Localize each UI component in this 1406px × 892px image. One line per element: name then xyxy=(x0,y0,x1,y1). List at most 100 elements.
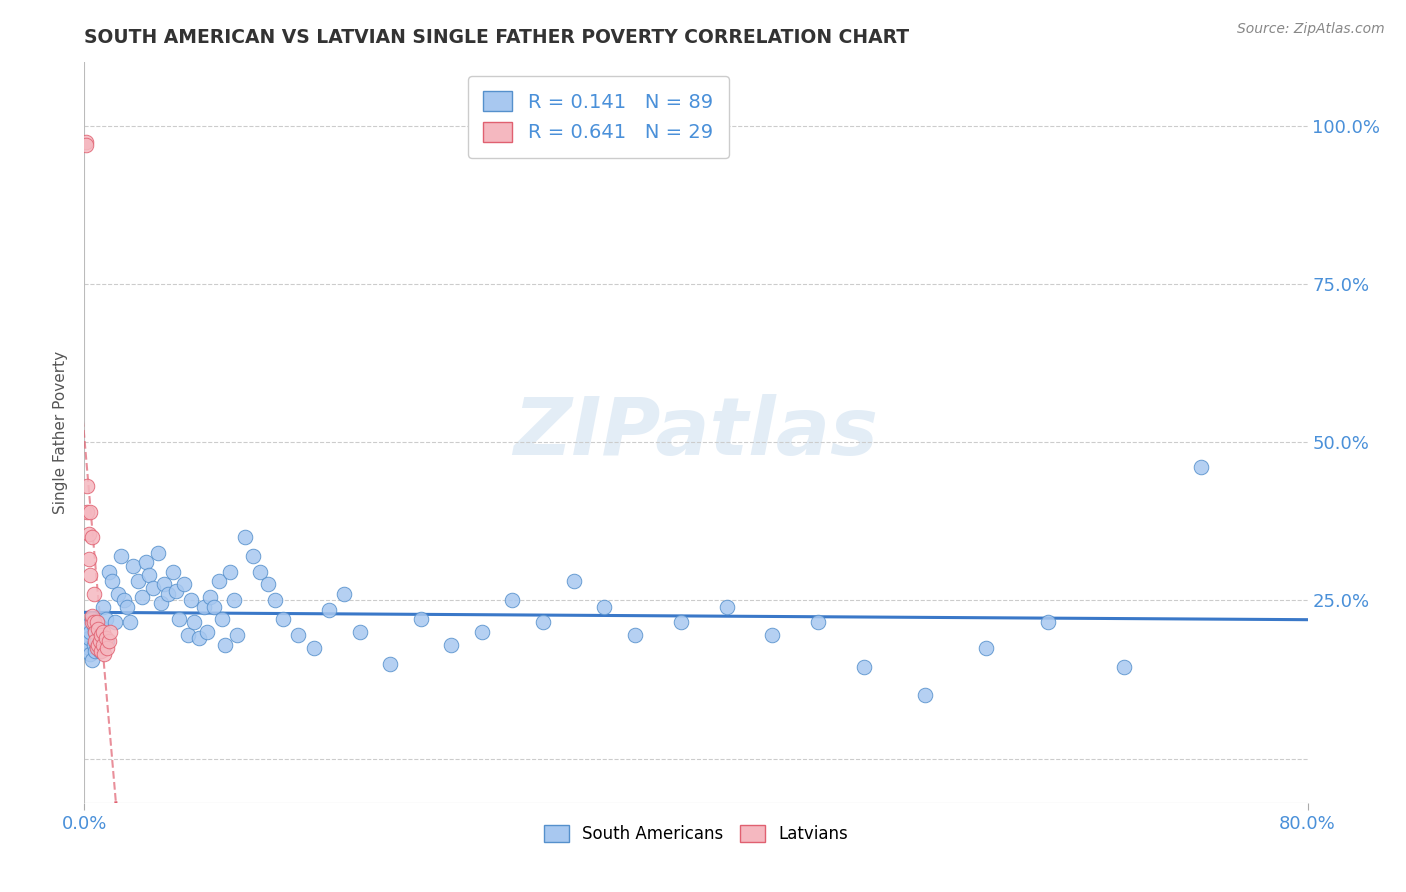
Point xyxy=(271,612,294,626)
Y-axis label: Single Father Poverty: Single Father Poverty xyxy=(53,351,69,514)
Point xyxy=(593,599,616,614)
Point xyxy=(97,634,120,648)
Point xyxy=(135,555,157,569)
Point xyxy=(104,615,127,630)
Point xyxy=(96,634,118,648)
Point xyxy=(562,574,585,589)
Point xyxy=(80,615,103,630)
Point xyxy=(146,546,169,560)
Point xyxy=(79,568,101,582)
Point xyxy=(83,587,105,601)
Point xyxy=(287,628,309,642)
Point xyxy=(120,615,142,630)
Point xyxy=(107,587,129,601)
Point xyxy=(79,505,101,519)
Point xyxy=(807,615,830,630)
Point xyxy=(188,632,211,646)
Point xyxy=(90,628,112,642)
Point xyxy=(75,137,97,152)
Text: Source: ZipAtlas.com: Source: ZipAtlas.com xyxy=(1237,22,1385,37)
Point xyxy=(669,615,692,630)
Point xyxy=(180,593,202,607)
Point xyxy=(76,505,98,519)
Point xyxy=(177,628,200,642)
Point xyxy=(195,624,218,639)
Point xyxy=(214,638,236,652)
Point xyxy=(86,634,108,648)
Point xyxy=(167,612,190,626)
Text: SOUTH AMERICAN VS LATVIAN SINGLE FATHER POVERTY CORRELATION CHART: SOUTH AMERICAN VS LATVIAN SINGLE FATHER … xyxy=(84,28,910,47)
Point xyxy=(761,628,783,642)
Point xyxy=(84,624,107,639)
Point xyxy=(914,688,936,702)
Point xyxy=(91,599,114,614)
Point xyxy=(112,593,135,607)
Point xyxy=(75,628,97,642)
Point xyxy=(142,581,165,595)
Point xyxy=(76,479,98,493)
Point xyxy=(624,628,647,642)
Point xyxy=(77,552,100,566)
Point xyxy=(115,599,138,614)
Point xyxy=(131,590,153,604)
Point xyxy=(257,577,280,591)
Point xyxy=(79,624,101,639)
Point xyxy=(93,647,115,661)
Point xyxy=(127,574,149,589)
Point xyxy=(76,618,98,632)
Point xyxy=(242,549,264,563)
Point xyxy=(89,644,111,658)
Point xyxy=(79,647,101,661)
Point xyxy=(87,638,110,652)
Point xyxy=(202,599,225,614)
Point xyxy=(502,593,524,607)
Point xyxy=(80,612,103,626)
Point xyxy=(96,640,118,655)
Point xyxy=(76,634,98,648)
Point xyxy=(83,615,105,630)
Point xyxy=(198,590,221,604)
Point xyxy=(77,640,100,655)
Point xyxy=(84,644,107,658)
Point xyxy=(1114,659,1136,673)
Point xyxy=(976,640,998,655)
Point xyxy=(440,638,463,652)
Point xyxy=(101,574,124,589)
Point xyxy=(80,609,103,624)
Point xyxy=(1189,460,1212,475)
Point xyxy=(162,565,184,579)
Point xyxy=(249,565,271,579)
Point xyxy=(233,530,256,544)
Point xyxy=(83,638,105,652)
Point xyxy=(98,624,121,639)
Point xyxy=(80,530,103,544)
Point xyxy=(75,135,97,149)
Point xyxy=(138,568,160,582)
Point xyxy=(94,612,117,626)
Point xyxy=(87,640,110,655)
Point xyxy=(91,638,114,652)
Point xyxy=(77,527,100,541)
Point xyxy=(211,612,233,626)
Point xyxy=(157,587,180,601)
Point xyxy=(318,603,340,617)
Point xyxy=(97,565,120,579)
Point xyxy=(84,624,107,639)
Point xyxy=(380,657,402,671)
Point xyxy=(91,624,114,639)
Point xyxy=(149,597,172,611)
Point xyxy=(87,622,110,636)
Point xyxy=(122,558,145,573)
Point xyxy=(853,659,876,673)
Point xyxy=(302,640,325,655)
Point xyxy=(218,565,240,579)
Point xyxy=(89,634,111,648)
Point xyxy=(165,583,187,598)
Point xyxy=(183,615,205,630)
Text: ZIPatlas: ZIPatlas xyxy=(513,393,879,472)
Point xyxy=(226,628,249,642)
Point xyxy=(77,632,100,646)
Point xyxy=(531,615,554,630)
Point xyxy=(94,632,117,646)
Point xyxy=(264,593,287,607)
